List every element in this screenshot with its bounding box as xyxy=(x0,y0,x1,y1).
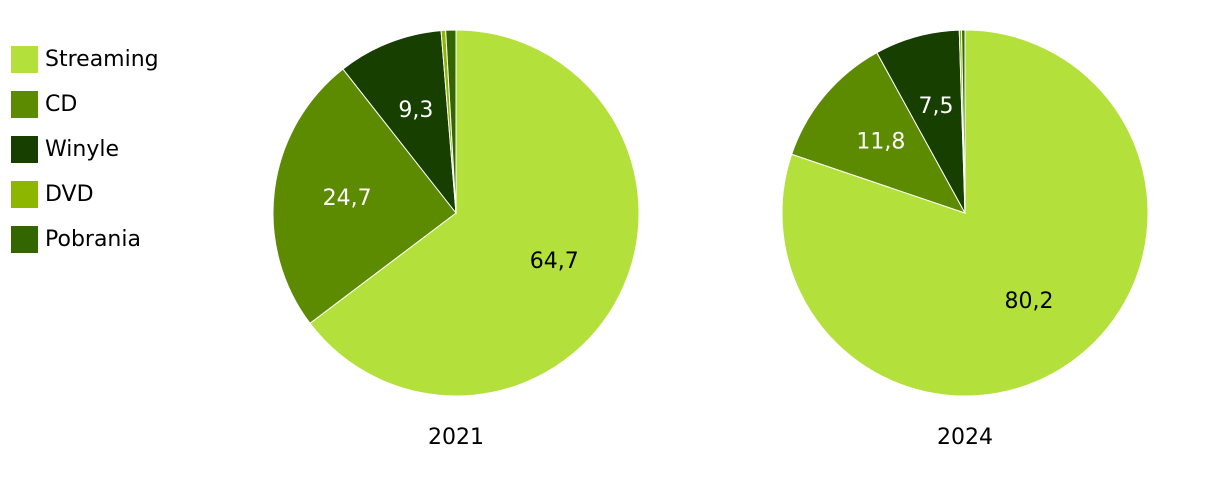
data-label: 9,3 xyxy=(398,98,433,123)
legend-label: Winyle xyxy=(45,137,119,162)
pie-slice xyxy=(309,29,640,397)
pie-slice xyxy=(791,51,967,214)
data-label: 80,2 xyxy=(1004,289,1053,314)
legend-swatch xyxy=(11,181,38,208)
legend-swatch xyxy=(11,226,38,253)
legend-label: Pobrania xyxy=(45,227,141,252)
legend-swatch xyxy=(11,91,38,118)
legend-swatch xyxy=(11,136,38,163)
legend-label: DVD xyxy=(45,182,94,207)
pie-slice xyxy=(342,30,457,215)
data-label: 24,7 xyxy=(323,186,372,211)
legend-label: Streaming xyxy=(45,47,159,72)
legend-swatch xyxy=(11,46,38,73)
pie-title: 2024 xyxy=(937,425,993,450)
data-label: 11,8 xyxy=(856,129,905,154)
pie-slice xyxy=(272,68,457,325)
pie-title: 2021 xyxy=(428,425,484,450)
pie-slice xyxy=(961,29,966,214)
data-label: 7,5 xyxy=(919,94,954,119)
legend-label: CD xyxy=(45,92,77,117)
data-label: 64,7 xyxy=(530,249,579,274)
pie-slice xyxy=(445,29,457,214)
